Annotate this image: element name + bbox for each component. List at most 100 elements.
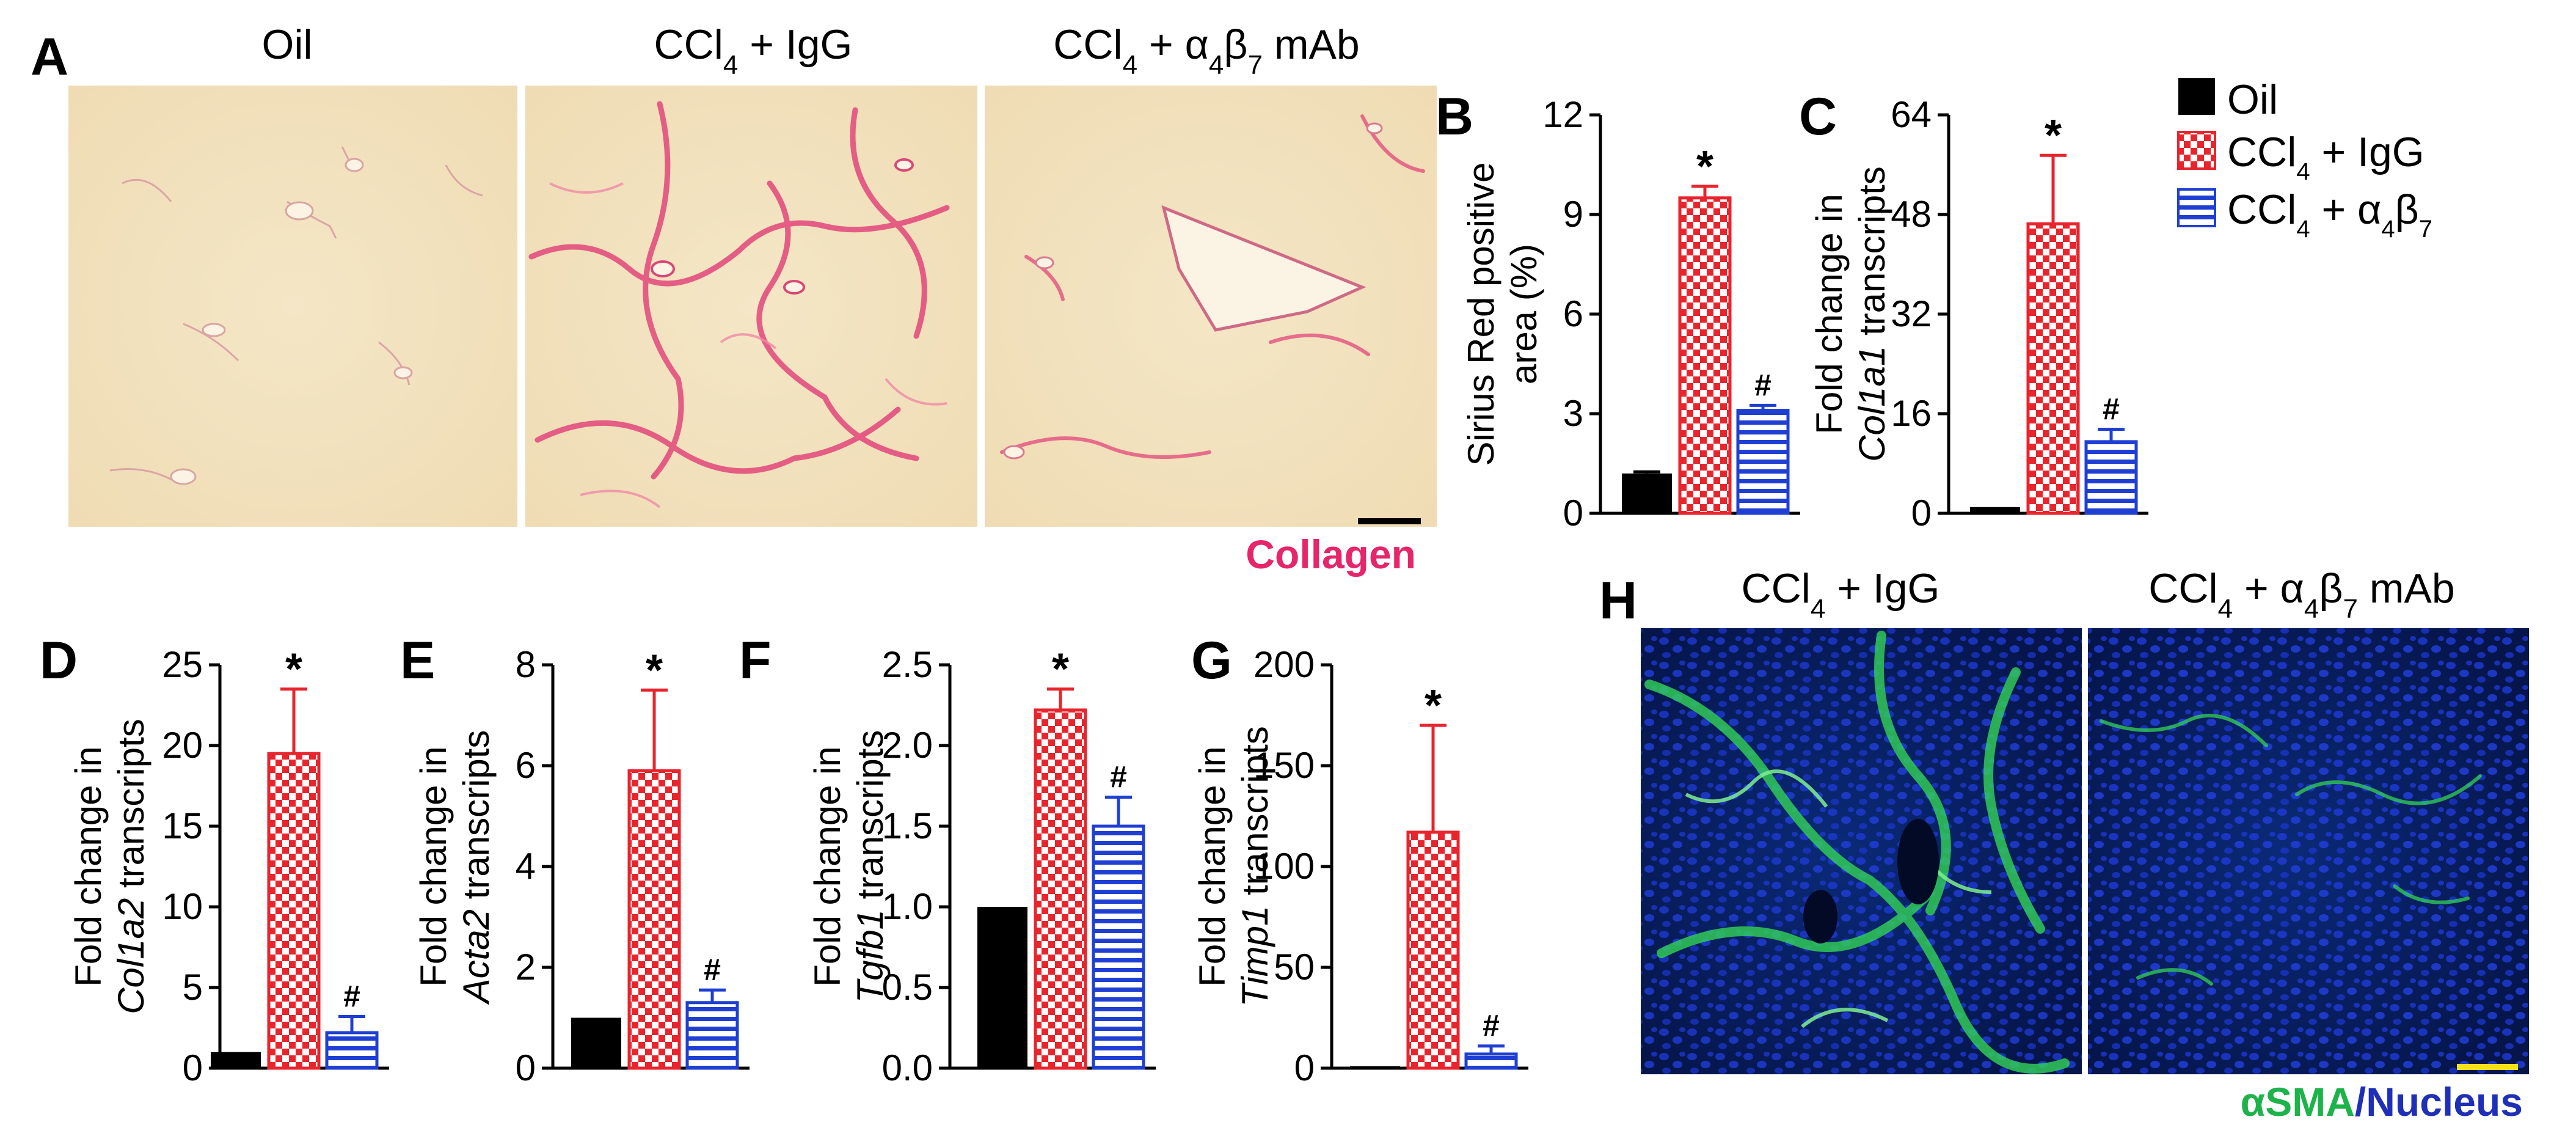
y-tick-label: 0 — [1911, 493, 1932, 533]
y-axis-label-line: Sirius Red positive — [1461, 163, 1501, 466]
significance-star: * — [1425, 681, 1442, 730]
chart-b: B 0 3 6 9 12 Sirius Red positivearea (%) * # — [1436, 87, 1800, 533]
significance-star: * — [1052, 645, 1069, 694]
significance-star: * — [285, 645, 302, 694]
panel-a-title-oil: Oil — [261, 21, 312, 68]
y-tick-label: 200 — [1253, 644, 1315, 685]
y-axis-label-gene: Tgfb1 — [850, 909, 891, 1003]
bar-a4b7 — [1092, 824, 1145, 1070]
micrograph-igg — [525, 86, 977, 527]
chart-d: D 0 5 10 15 20 25 Fold change inCol1a2 transcri… — [40, 631, 389, 1088]
bar-oil — [977, 907, 1027, 1068]
y-tick-label: 64 — [1891, 94, 1932, 135]
significance-star: * — [1696, 142, 1713, 191]
micrograph-fluor-igg — [1641, 628, 2082, 1074]
y-axis-label-line: Col1a1 transcripts — [1852, 166, 1892, 462]
y-axis-label: Fold change inCol1a2 transcripts — [68, 719, 151, 1014]
y-tick-label: 6 — [516, 745, 536, 786]
y-axis-label-rest: transcripts — [1235, 726, 1275, 905]
y-tick-label: 10 — [162, 886, 203, 927]
panel-letter-c: C — [1799, 87, 1837, 146]
significance-star: * — [646, 646, 663, 695]
y-tick-label: 4 — [516, 846, 536, 887]
y-tick-label: 0 — [1563, 493, 1583, 533]
y-tick-label: 48 — [1891, 194, 1932, 235]
significance-hash: # — [2103, 392, 2120, 426]
panel-h: H CCl4 + IgG CCl4 + α4β7 mAb — [1599, 565, 2529, 1124]
bar-oil — [1970, 507, 2020, 513]
panel-letter-g: G — [1191, 631, 1232, 690]
y-axis-label-gene: Timp1 — [1235, 906, 1275, 1007]
bar-a4b7 — [685, 1001, 739, 1070]
y-tick-label: 20 — [162, 725, 203, 766]
legend: Oil CCl4 + IgG CCl4 + α4β7 — [2177, 76, 2432, 243]
bar-a4b7 — [2084, 440, 2138, 515]
y-tick-label: 1.0 — [882, 886, 933, 927]
y-axis-label-rest: transcripts — [1852, 166, 1892, 345]
y-axis-label-line: Col1a2 transcripts — [111, 719, 151, 1014]
y-tick-label: 2 — [516, 947, 536, 988]
significance-star: * — [2045, 111, 2062, 160]
y-tick-label: 6 — [1563, 293, 1583, 334]
micrograph-fluor-a4b7 — [2088, 628, 2529, 1074]
y-tick-label: 32 — [1891, 293, 1932, 334]
y-tick-label: 15 — [162, 805, 203, 846]
y-axis-label: Fold change inCol1a1 transcripts — [1809, 166, 1892, 462]
panel-letter-f: F — [739, 631, 772, 690]
panel-letter-a: A — [31, 27, 68, 86]
significance-hash: # — [1754, 368, 1771, 402]
y-tick-label: 25 — [162, 644, 203, 685]
legend-label-oil: Oil — [2227, 76, 2278, 123]
micrograph-vessel — [1161, 205, 1366, 332]
panel-letter-h: H — [1599, 571, 1637, 630]
legend-swatch-igg — [2177, 131, 2216, 170]
panel-letter-e: E — [400, 631, 435, 690]
bar-oil — [211, 1052, 261, 1068]
panel-a: A Oil CCl4 + IgG CCl4 + α4β7 mAb — [31, 21, 1437, 577]
micrograph-oil — [68, 86, 517, 527]
y-tick-label: 8 — [516, 644, 536, 685]
y-axis-label-gene: Col1a1 — [1852, 346, 1892, 462]
panel-letter-b: B — [1436, 87, 1473, 146]
y-tick-label: 50 — [1274, 947, 1315, 988]
scale-bar-panel-a — [1358, 518, 1421, 524]
bar-igg — [1034, 708, 1087, 1070]
y-axis-label-line: Fold change in — [1192, 746, 1233, 987]
y-axis-label-rest: transcripts — [111, 719, 151, 898]
y-axis-label: Fold change inActa2 transcripts — [413, 730, 497, 1005]
y-tick-label: 16 — [1891, 393, 1932, 434]
y-axis-label-line: area (%) — [1503, 244, 1544, 384]
legend-swatch-a4b7 — [2177, 188, 2216, 227]
y-axis-label: Sirius Red positivearea (%) — [1461, 163, 1544, 466]
chart-g: G 0 50 100 150 200 Fold change inTimp1 transcr… — [1191, 631, 1528, 1088]
y-axis-label-gene: Acta2 — [456, 909, 497, 1005]
bar-oil — [571, 1017, 621, 1068]
micrograph-a4b7 — [985, 86, 1437, 527]
significance-hash: # — [343, 980, 360, 1014]
y-axis-label-line: Fold change in — [413, 746, 454, 987]
y-tick-label: 0 — [1294, 1047, 1315, 1088]
y-axis-label-rest: transcripts — [456, 730, 497, 909]
y-axis-label-line: Fold change in — [807, 746, 848, 987]
legend-label-a4b7: CCl4 + α4β7 — [2227, 186, 2432, 243]
panel-a-title-igg: CCl4 + IgG — [654, 21, 853, 80]
chart-c: C 0 16 32 48 64 Fold change inCol1a1 transcrip… — [1799, 87, 2148, 533]
y-axis-label: Fold change inTgfb1 transcripts — [807, 730, 891, 1003]
y-tick-label: 3 — [1563, 393, 1583, 434]
bar-igg — [1678, 196, 1732, 515]
y-tick-label: 2.0 — [882, 725, 933, 766]
y-tick-label: 150 — [1253, 745, 1315, 786]
bar-oil — [1350, 1066, 1400, 1068]
significance-hash: # — [1483, 1009, 1500, 1043]
panel-a-title-a4b7: CCl4 + α4β7 mAb — [1053, 21, 1359, 80]
y-tick-label: 9 — [1563, 194, 1583, 235]
significance-hash: # — [704, 953, 721, 987]
y-axis-label-line: Timp1 transcripts — [1235, 726, 1275, 1007]
bar-a4b7 — [1736, 409, 1790, 515]
y-axis-label-line: Fold change in — [1809, 194, 1850, 434]
panel-h-title-a4b7: CCl4 + α4β7 mAb — [2148, 565, 2454, 624]
bar-a4b7 — [1464, 1052, 1518, 1070]
bar-igg — [2026, 222, 2080, 515]
bar-igg — [1406, 830, 1460, 1070]
